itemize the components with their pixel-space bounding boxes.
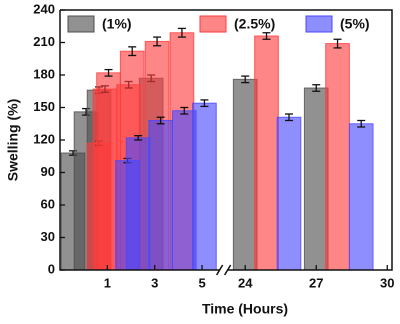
y-tick-label: 30	[41, 229, 55, 244]
bar	[303, 87, 329, 271]
x-tick-label: 27	[309, 275, 323, 290]
error-bar	[285, 113, 294, 122]
error-bar	[156, 116, 165, 125]
y-tick-label: 60	[41, 196, 55, 211]
error-bar	[177, 27, 186, 38]
error-bar	[134, 135, 143, 141]
error-bar	[104, 68, 113, 77]
bar	[148, 120, 173, 271]
x-tick-label: 1	[104, 275, 111, 290]
error-bar	[200, 99, 209, 108]
legend-label: (1%)	[102, 16, 132, 32]
y-axis-label: Swelling (%)	[5, 99, 21, 181]
error-bar	[357, 119, 366, 128]
y-tick-label: 180	[33, 66, 55, 81]
x-tick-label: 3	[151, 275, 158, 290]
error-bar	[333, 38, 342, 49]
axis-frame	[59, 9, 393, 271]
error-bar	[128, 46, 137, 57]
bar	[192, 102, 217, 271]
error-bar	[262, 32, 271, 40]
y-tick-label: 210	[33, 34, 55, 49]
legend-swatch	[305, 15, 333, 33]
legend-swatch	[67, 15, 95, 33]
legend-label: (5%)	[340, 16, 370, 32]
bar	[232, 78, 258, 271]
error-bar	[153, 36, 162, 47]
x-tick-label: 24	[238, 275, 253, 290]
y-tick-label: 0	[48, 261, 55, 276]
error-bar	[180, 106, 189, 115]
bar	[348, 123, 374, 271]
bar	[325, 43, 350, 271]
bar	[125, 137, 151, 271]
legend-label: (2.5%)	[234, 16, 275, 32]
axis-break-gap	[219, 266, 228, 274]
bar	[254, 35, 279, 271]
axis-break-mark	[215, 264, 232, 276]
y-tick-label: 120	[33, 131, 55, 146]
y-tick-label: 240	[33, 1, 55, 16]
x-tick-label: 5	[198, 275, 205, 290]
error-bar	[241, 75, 250, 84]
legend-swatch	[199, 15, 227, 33]
bar	[276, 116, 302, 271]
y-tick-label: 150	[33, 99, 55, 114]
x-axis-label: Time (Hours)	[202, 301, 288, 317]
error-bar	[312, 84, 321, 92]
x-tick-label: 30	[380, 275, 394, 290]
y-tick-label: 90	[41, 164, 55, 179]
